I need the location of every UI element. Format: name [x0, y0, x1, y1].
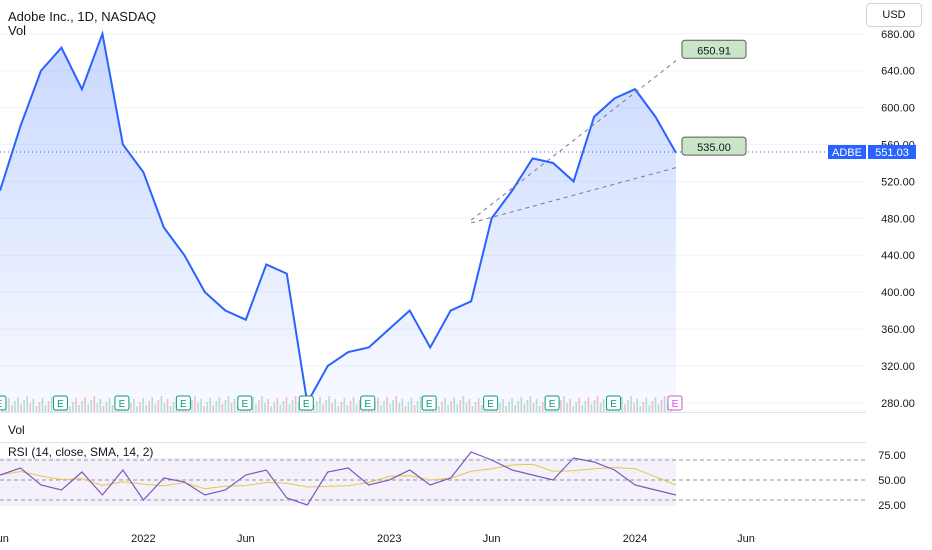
- earnings-marker: [114, 395, 130, 411]
- target-label-box: [681, 136, 747, 156]
- rsi-levels: [0, 459, 866, 501]
- target-label-text: 650.91: [697, 45, 731, 57]
- last-price-box: [868, 145, 916, 159]
- earnings-marker: [606, 395, 622, 411]
- price-tick: 520.00: [881, 176, 915, 188]
- earnings-marker-label: E: [364, 399, 371, 410]
- earnings-marker-label: E: [487, 399, 494, 410]
- target-label: 535.00: [681, 136, 747, 156]
- earnings-marker-label: E: [303, 399, 310, 410]
- earnings-marker: [544, 395, 560, 411]
- price-tick: 400.00: [881, 287, 915, 299]
- rsi-band: [0, 458, 676, 506]
- time-tick: Jun: [237, 533, 255, 545]
- price-tick: 360.00: [881, 324, 915, 336]
- price-tick: 640.00: [881, 66, 915, 78]
- price-tick: 440.00: [881, 250, 915, 262]
- rsi-pane-label[interactable]: RSI (14, close, SMA, 14, 2): [8, 445, 154, 459]
- price-tick: 600.00: [881, 103, 915, 115]
- currency-button[interactable]: USD: [866, 3, 922, 27]
- pane-separator-top: [0, 412, 866, 413]
- ticker-symbol: ADBE: [832, 147, 862, 159]
- time-tick: 2022: [131, 533, 155, 545]
- target-annotations: 650.91 535.00: [681, 39, 747, 156]
- price-tick: 680.00: [881, 29, 915, 41]
- time-tick: 2024: [623, 533, 647, 545]
- rsi-tick: 75.00: [878, 450, 906, 462]
- trendline: [470, 60, 677, 221]
- target-label-text: 535.00: [697, 142, 731, 154]
- earnings-marker: [421, 395, 437, 411]
- earnings-marker-label: E: [119, 399, 126, 410]
- earnings-marker: [360, 395, 376, 411]
- earnings-marker-label: E: [241, 399, 248, 410]
- earnings-marker-label: E: [57, 399, 64, 410]
- earnings-marker-label: E: [549, 399, 556, 410]
- earnings-marker-label: E: [180, 399, 187, 410]
- price-tick: 320.00: [881, 361, 915, 373]
- earnings-marker: [237, 395, 253, 411]
- price-area: [0, 33, 676, 412]
- pane-separator-bottom: [0, 442, 866, 443]
- earnings-marker-label: E: [426, 399, 433, 410]
- earnings-marker-label: E: [672, 399, 679, 410]
- earnings-marker: [483, 395, 499, 411]
- price-axis[interactable]: 680.00640.00600.00560.00520.00480.00440.…: [881, 29, 915, 410]
- earnings-marker: [175, 395, 191, 411]
- earnings-marker-label: E: [0, 399, 3, 410]
- target-label: 650.91: [681, 39, 747, 59]
- time-tick: Jun: [483, 533, 501, 545]
- last-price: 551.03: [875, 147, 909, 159]
- time-axis[interactable]: Jun 2022 Jun 2023 Jun 2024 Jun: [0, 533, 755, 545]
- rsi-tick: 50.00: [878, 475, 906, 487]
- time-tick: Jun: [737, 533, 755, 545]
- time-tick: Jun: [0, 533, 9, 545]
- ticker-symbol-box: [828, 145, 866, 159]
- target-label-box: [681, 39, 747, 59]
- volume-pane-label[interactable]: Vol: [8, 423, 25, 437]
- price-line: [0, 30, 677, 406]
- earnings-marker: [298, 395, 314, 411]
- price-tick: 480.00: [881, 213, 915, 225]
- volume-indicator-label[interactable]: Vol: [8, 23, 27, 38]
- price-tick: 280.00: [881, 398, 915, 410]
- earnings-marker: [52, 395, 68, 411]
- trendlines: [470, 60, 677, 224]
- rsi-moving-average: [0, 463, 677, 490]
- earnings-markers: EEEEEEEEEEEE: [0, 395, 683, 411]
- earnings-marker: [0, 395, 7, 411]
- rsi-line: [0, 451, 677, 506]
- time-tick: 2023: [377, 533, 401, 545]
- ticker-badge: ADBE 551.03: [828, 145, 916, 159]
- rsi-axis: 75.00 50.00 25.00: [878, 450, 906, 512]
- earnings-marker: [667, 395, 683, 411]
- trendline: [471, 167, 677, 224]
- earnings-marker-label: E: [610, 399, 617, 410]
- rsi-tick: 25.00: [878, 500, 906, 512]
- chart-title[interactable]: Adobe Inc., 1D, NASDAQ: [8, 9, 157, 24]
